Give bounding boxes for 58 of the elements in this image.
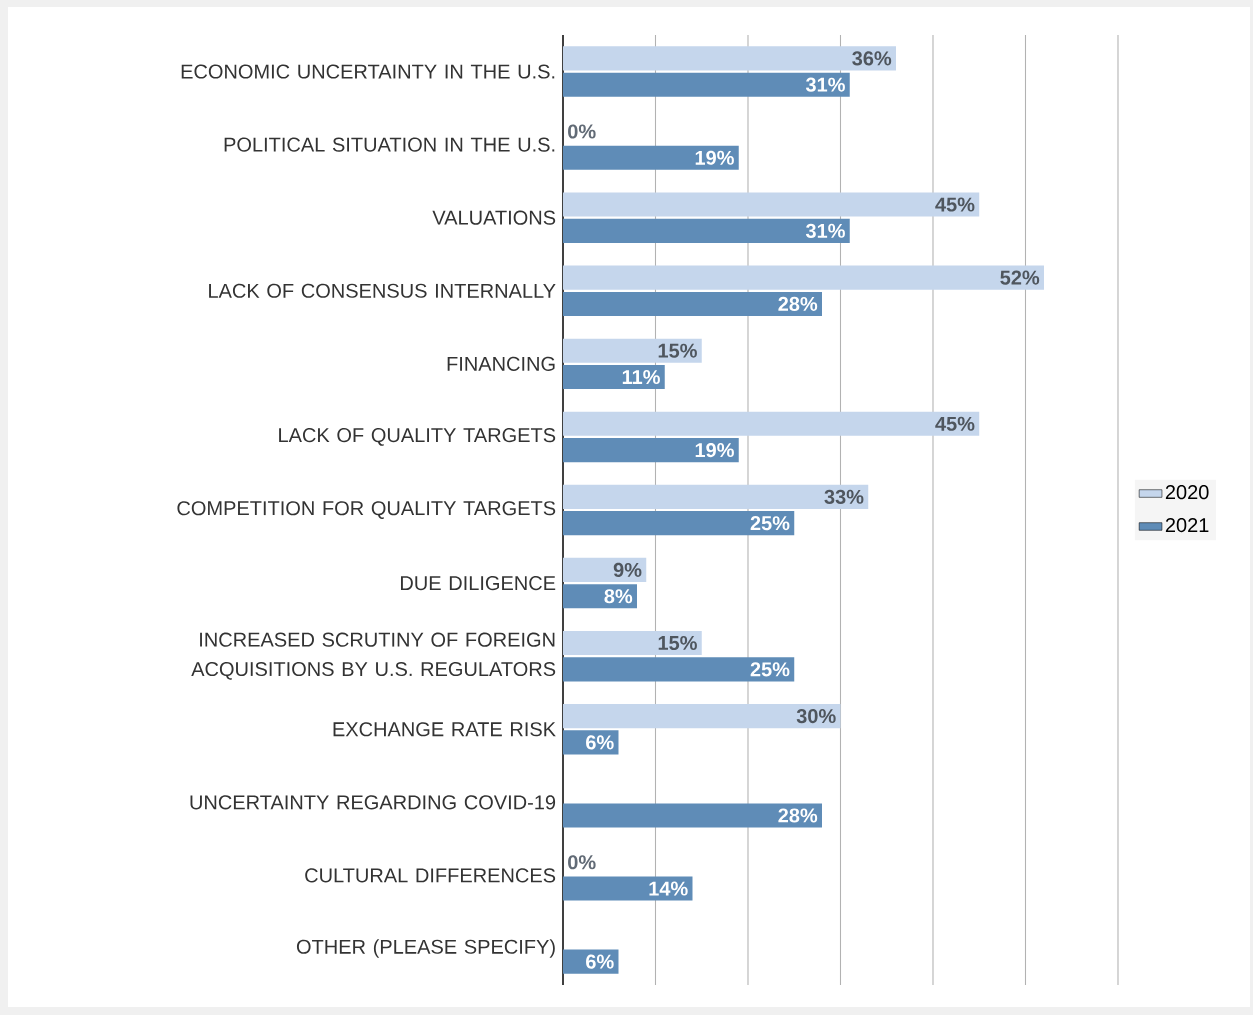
bar — [563, 46, 896, 71]
legend-label: 2021 — [1165, 518, 1209, 533]
y-tick-label: ECONOMIC UNCERTAINTY IN THE U.S. — [181, 64, 555, 79]
bar — [563, 657, 795, 682]
data-label: 33% — [824, 489, 864, 504]
bar — [563, 704, 841, 729]
bar — [563, 803, 822, 828]
bar — [563, 557, 647, 582]
data-label: 15% — [658, 343, 697, 358]
data-label: 0% — [568, 124, 596, 139]
data-label: 28% — [778, 808, 818, 823]
bar — [563, 876, 693, 901]
bar — [563, 218, 850, 243]
y-tick-label: LACK OF CONSENSUS INTERNALLY — [209, 283, 556, 298]
data-label: 25% — [750, 662, 790, 677]
y-tick-label: FINANCING — [447, 356, 555, 371]
y-tick-label: UNCERTAINTY REGARDING COVID-19 — [190, 795, 556, 810]
legend-label: 2020 — [1165, 485, 1209, 500]
data-label: 8% — [604, 589, 633, 604]
bar — [563, 630, 702, 656]
bar — [563, 411, 980, 436]
data-label: 25% — [750, 516, 790, 531]
bar — [563, 438, 739, 463]
bar — [563, 338, 702, 363]
data-label: 14% — [649, 881, 688, 896]
bar — [563, 192, 980, 217]
data-label: 11% — [622, 369, 660, 385]
y-tick-label: LACK OF QUALITY TARGETS — [279, 428, 556, 446]
data-label: 30% — [796, 708, 836, 724]
data-label: 19% — [695, 443, 734, 458]
y-tick-label: VALUATIONS — [432, 210, 556, 225]
bar — [563, 511, 795, 536]
data-label: 31% — [805, 223, 845, 238]
y-tick-label: EXCHANGE RATE RISK — [333, 722, 556, 737]
y-tick-label: POLITICAL SITUATION IN THE U.S. — [224, 137, 555, 152]
y-tick-label: COMPETITION FOR QUALITY TARGETS — [177, 501, 556, 519]
bar — [563, 364, 665, 390]
data-label: 28% — [778, 296, 818, 311]
bar — [563, 484, 869, 509]
y-tick-label: OTHER (PLEASE SPECIFY) — [296, 939, 555, 958]
data-label: 45% — [935, 197, 975, 212]
data-label: 36% — [852, 51, 892, 66]
data-label: 9% — [613, 562, 642, 578]
bar — [563, 145, 739, 170]
bar — [563, 291, 822, 316]
y-tick-label: DUE DILIGENCE — [401, 576, 556, 591]
y-tick-label: CULTURAL DIFFERENCES — [305, 868, 556, 883]
data-label: 19% — [695, 150, 734, 165]
y-tick-label: INCREASED SCRUTINY OF FOREIGN ACQUISITIONS BY U.S. REGULATORS — [191, 632, 556, 680]
data-label: 6% — [586, 954, 614, 969]
bar — [563, 265, 1044, 290]
data-label: 15% — [658, 635, 697, 651]
data-label: 45% — [935, 416, 975, 431]
data-label: 31% — [805, 77, 845, 92]
data-label: 0% — [568, 855, 596, 870]
data-label: 6% — [586, 735, 614, 750]
bar — [563, 72, 850, 97]
data-label: 52% — [1000, 270, 1040, 285]
